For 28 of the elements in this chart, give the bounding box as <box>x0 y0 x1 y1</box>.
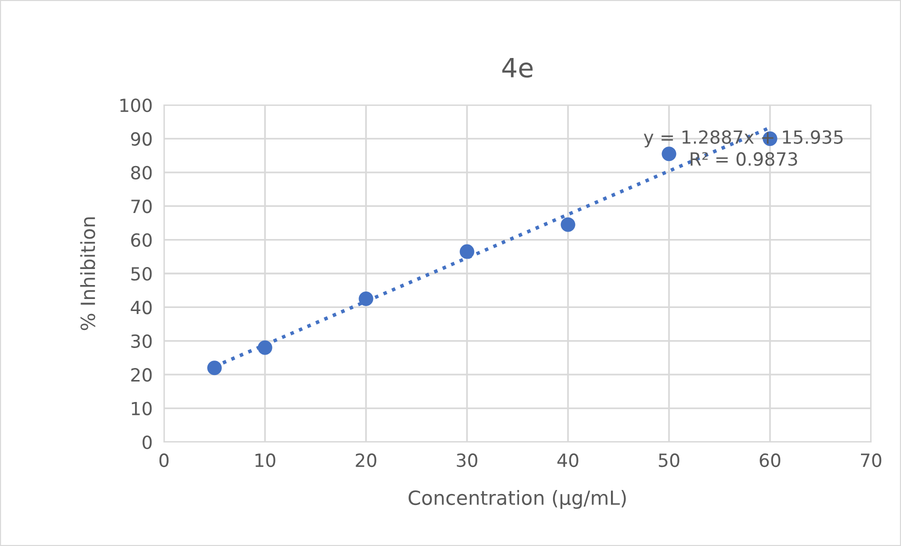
x-axis-title: Concentration (µg/mL) <box>408 490 626 509</box>
chart-title: 4e <box>502 58 533 78</box>
y-axis-title: % Inhibition <box>80 217 96 330</box>
x-tick-label: 70 <box>860 453 882 468</box>
y-tick-label: 30 <box>131 334 152 348</box>
x-tick-label: 50 <box>658 453 680 468</box>
y-tick-label: 60 <box>131 233 152 247</box>
x-tick-label: 30 <box>456 453 478 468</box>
y-tick-label: 0 <box>142 435 152 450</box>
y-tick-label: 10 <box>132 402 152 416</box>
y-tick-label: 20 <box>131 368 152 382</box>
point <box>560 217 576 232</box>
point <box>358 291 374 306</box>
point <box>662 146 676 162</box>
point <box>460 244 474 259</box>
y-tick-label: 40 <box>130 300 152 314</box>
x-tick-label: 20 <box>356 453 376 468</box>
y-tick-label: 70 <box>131 200 152 214</box>
x-tick-label: 40 <box>557 453 578 468</box>
y-tick-label: 100 <box>120 98 152 112</box>
x-tick-label: 10 <box>255 453 276 468</box>
y-tick-label: 80 <box>131 166 152 180</box>
y-tick-label: 50 <box>131 266 152 281</box>
point <box>207 360 222 376</box>
point <box>258 340 272 355</box>
x-tick-label: 0 <box>159 453 169 468</box>
y-tick-label: 90 <box>131 132 152 146</box>
x-tick-label: 60 <box>760 453 780 468</box>
